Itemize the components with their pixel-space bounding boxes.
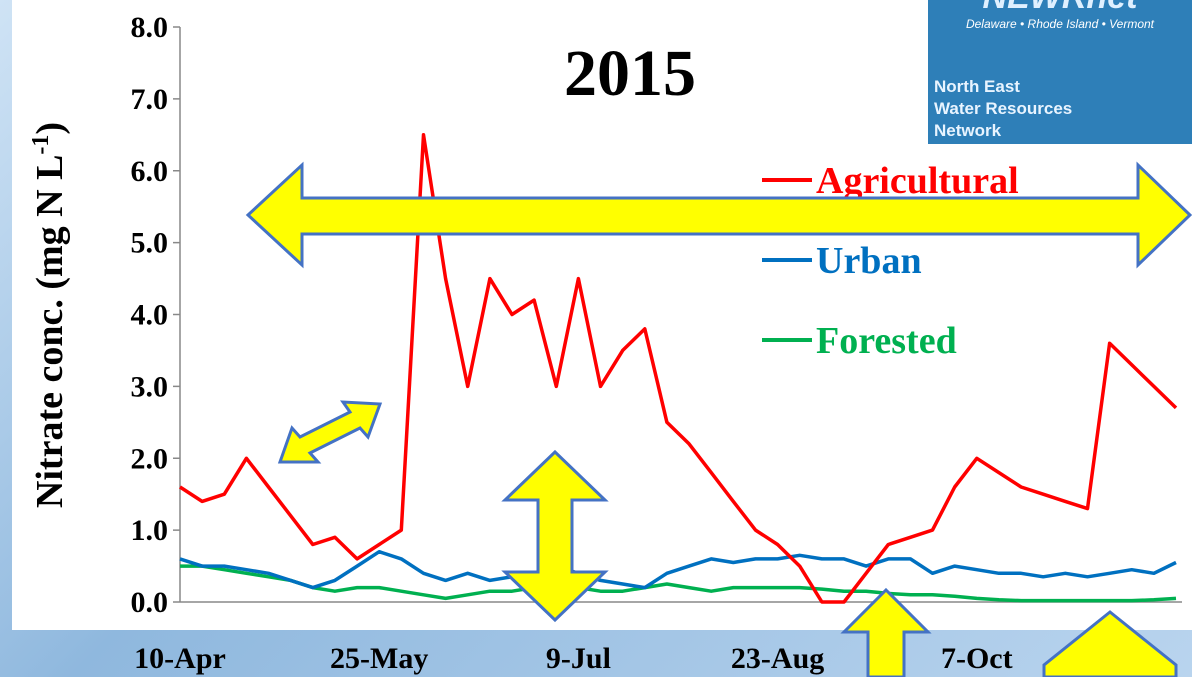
y-tick-label: 4.0 [131, 299, 169, 332]
arrow [245, 161, 1192, 269]
arrow [840, 587, 932, 677]
logo-name: NEWRnet [983, 0, 1140, 16]
logo-text: Water Resources [934, 99, 1072, 118]
legend: Agricultural Urban Forested [762, 160, 1019, 362]
y-tick-label: 8.0 [131, 11, 169, 44]
series-line [179, 549, 1177, 590]
y-tick-label: 0.0 [131, 586, 169, 619]
y-tick-label: 5.0 [131, 227, 169, 260]
y-tick-label: 3.0 [131, 370, 169, 403]
y-label-end: ) [29, 122, 71, 135]
x-tick-label: 25-May [330, 642, 428, 675]
arrow [277, 400, 383, 464]
x-tick-label: 23-Aug [731, 642, 824, 675]
legend-label: Agricultural [816, 160, 1019, 202]
y-label-main: Nitrate conc. (mg N L [29, 155, 71, 509]
logo-text: North East [934, 77, 1020, 96]
x-tick-label: 7-Oct [941, 642, 1013, 675]
legend-label: Urban [816, 240, 922, 282]
x-tick-label: 10-Apr [134, 642, 226, 675]
series-line [180, 564, 1177, 603]
y-label-sup: -1 [28, 135, 54, 155]
legend-label: Forested [816, 320, 957, 362]
arrows [245, 161, 1192, 677]
arrow [1042, 610, 1178, 677]
x-tick-label: 9-Jul [546, 642, 611, 675]
series-line [179, 133, 1178, 604]
logo-bg [928, 0, 1192, 144]
logo-text: Network [934, 121, 1002, 140]
y-tick-label: 7.0 [131, 83, 169, 116]
y-tick-label: 6.0 [131, 155, 169, 188]
y-tick-label: 1.0 [131, 514, 169, 547]
arrow [501, 449, 609, 623]
plot: 0.0 1.0 2.0 3.0 4.0 5.0 6.0 7.0 8.0 10-Apr 25-May 9… [131, 11, 1182, 675]
y-axis-label: Nitrate conc. (mg N L-1) [28, 122, 71, 508]
logo: NEWRnet Delaware • Rhode Island • Vermon… [928, 0, 1192, 144]
y-tick-label: 2.0 [131, 442, 169, 475]
chart-title: 2015 [564, 37, 696, 110]
logo-states: Delaware • Rhode Island • Vermont [966, 17, 1155, 31]
